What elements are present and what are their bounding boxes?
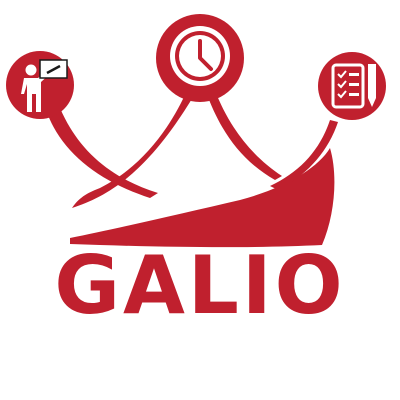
- crown-base: [70, 148, 335, 248]
- teacher-presentation-icon: [21, 59, 68, 112]
- clock-icon: [170, 26, 230, 86]
- crown-center-left-arch: [72, 88, 196, 208]
- crown-center-right-arch: [206, 88, 282, 180]
- checklist-pencil-icon: [331, 63, 376, 109]
- brand-wordmark: GALIO: [54, 239, 346, 332]
- crown-right-arm: [270, 120, 338, 190]
- crown-left-arm: [46, 108, 158, 198]
